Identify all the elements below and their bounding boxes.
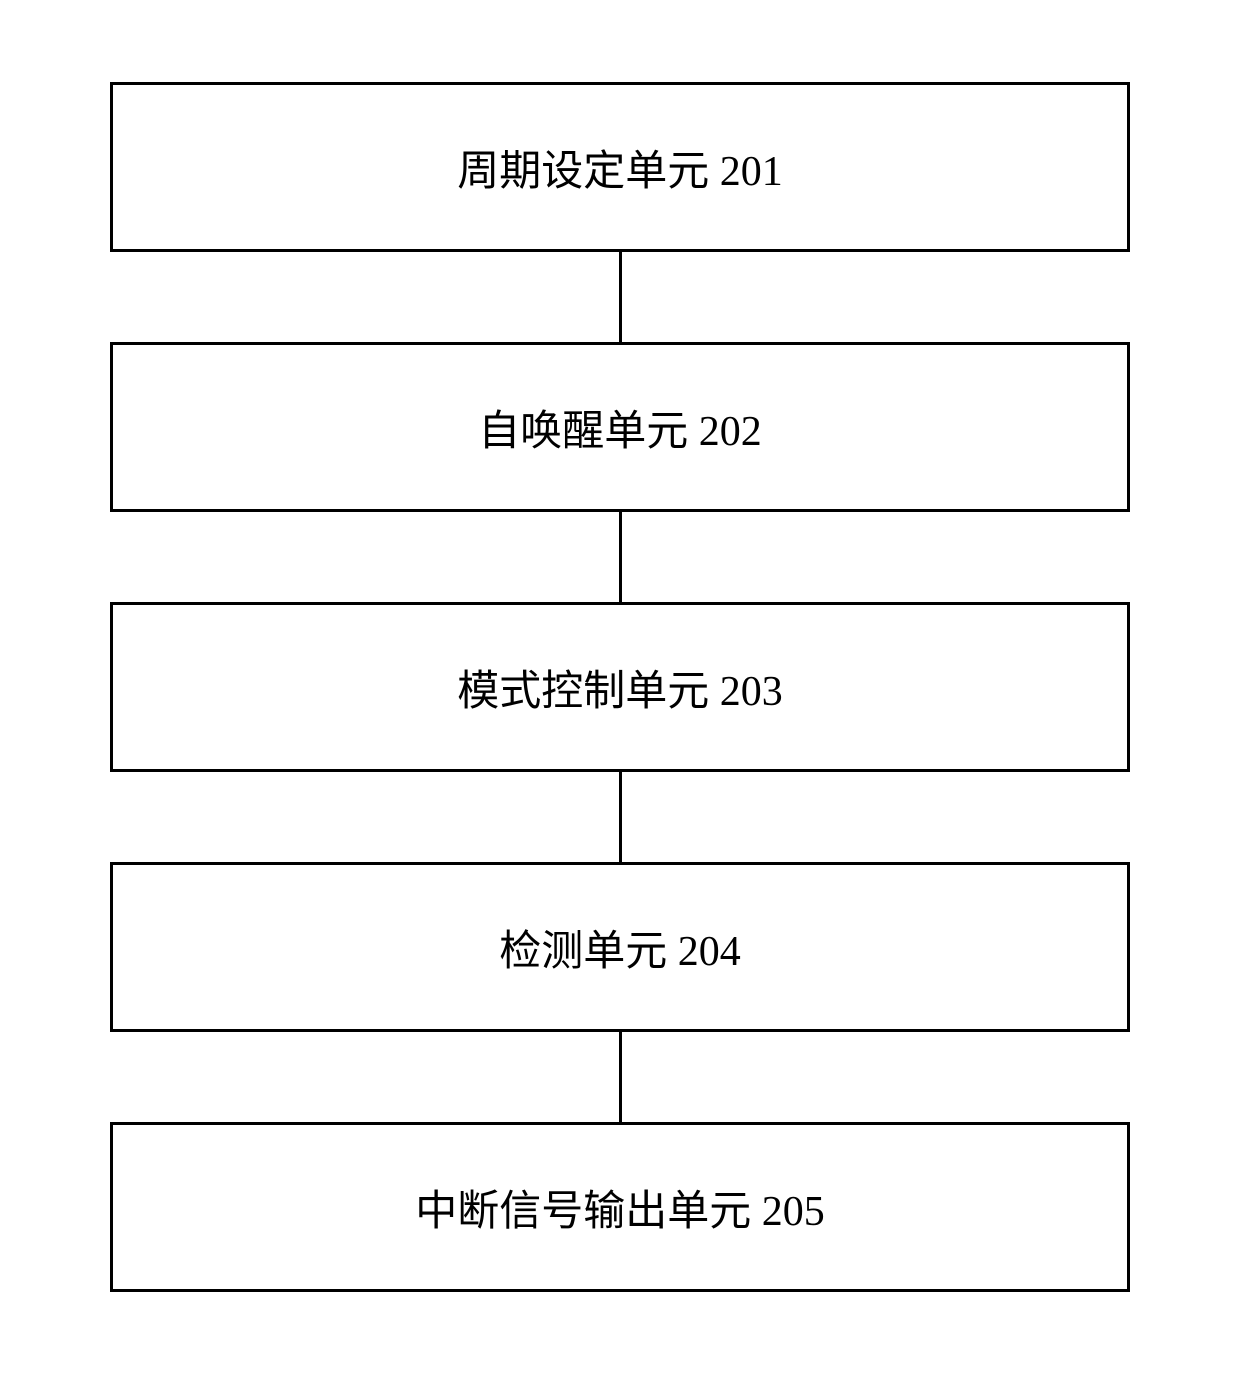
flow-connector xyxy=(619,252,622,342)
node-label: 检测单元 204 xyxy=(499,917,741,978)
node-label: 中断信号输出单元 205 xyxy=(415,1177,825,1238)
flow-node: 自唤醒单元 202 xyxy=(110,342,1130,512)
flowchart-container: 周期设定单元 201 自唤醒单元 202 模式控制单元 203 检测单元 204… xyxy=(110,82,1130,1292)
node-label: 自唤醒单元 202 xyxy=(478,397,762,458)
flow-node: 模式控制单元 203 xyxy=(110,602,1130,772)
flow-connector xyxy=(619,1032,622,1122)
flow-node: 周期设定单元 201 xyxy=(110,82,1130,252)
flow-connector xyxy=(619,772,622,862)
flow-node: 检测单元 204 xyxy=(110,862,1130,1032)
flow-node: 中断信号输出单元 205 xyxy=(110,1122,1130,1292)
flow-connector xyxy=(619,512,622,602)
node-label: 模式控制单元 203 xyxy=(457,657,783,718)
node-label: 周期设定单元 201 xyxy=(457,137,783,198)
